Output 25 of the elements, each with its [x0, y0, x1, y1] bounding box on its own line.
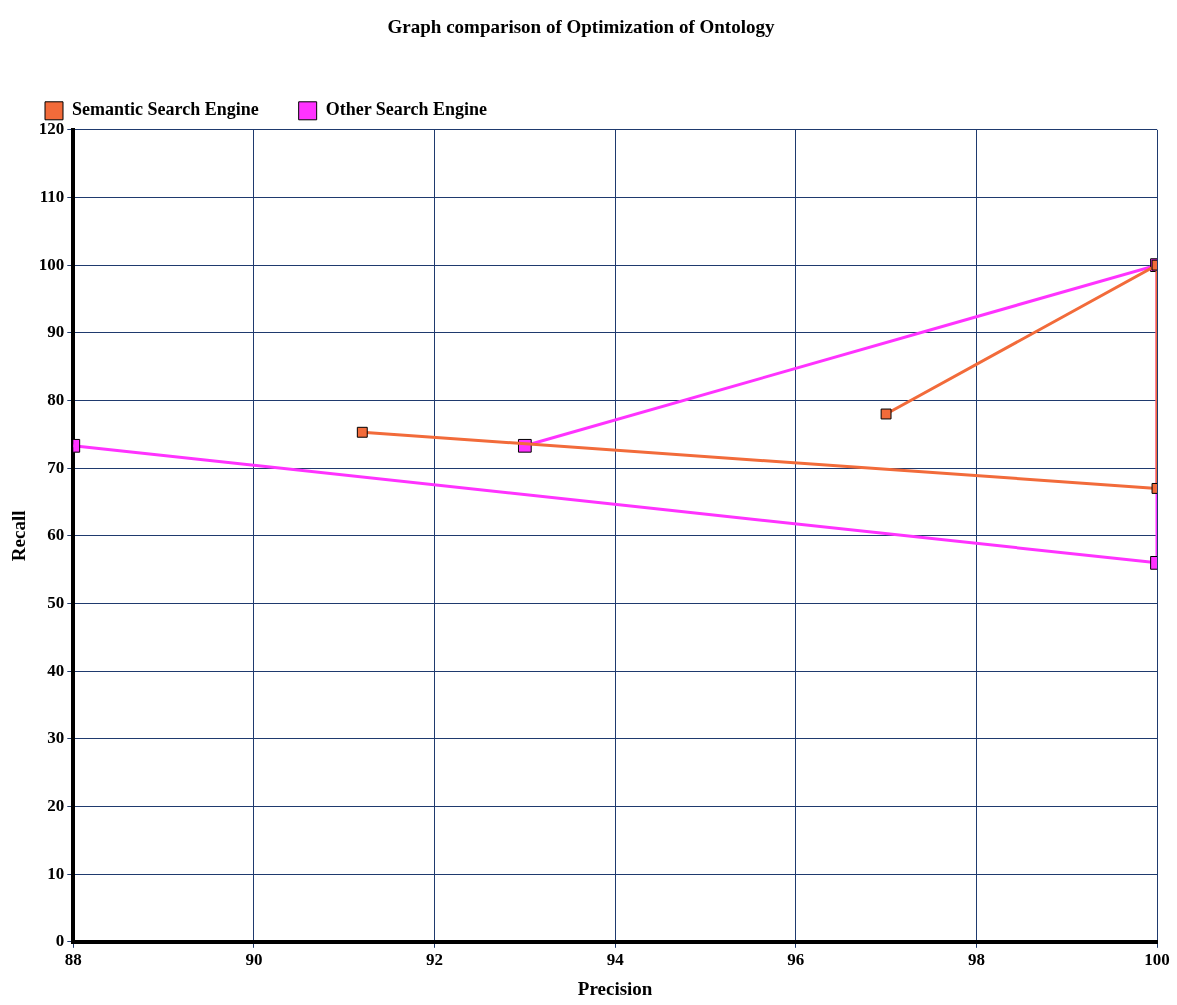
y-tick-label: 10	[47, 863, 65, 883]
x-axis-title: Precision	[577, 977, 653, 999]
chart-title: Graph comparison of Optimization of Ontology	[387, 16, 775, 38]
y-tick-label: 90	[47, 322, 65, 342]
x-tick-label: 90	[245, 950, 263, 970]
y-tick-label: 30	[47, 728, 65, 748]
y-tick-label: 110	[39, 186, 65, 206]
x-tick-label: 100	[1144, 950, 1170, 970]
y-tick-label: 120	[38, 119, 65, 139]
y-tick-label: 40	[47, 660, 65, 680]
y-tick-label: 50	[47, 592, 65, 612]
x-tick-label: 94	[606, 950, 625, 970]
legend-label: Semantic Search Engine	[72, 99, 259, 120]
x-tick-label: 98	[967, 950, 985, 970]
y-tick-label: 0	[55, 931, 65, 951]
x-tick-label: 92	[426, 950, 444, 970]
x-tick-label: 96	[787, 950, 805, 970]
x-tick-label: 88	[64, 950, 82, 970]
legend-label: Other Search Engine	[325, 99, 488, 120]
y-tick-label: 70	[47, 457, 65, 477]
y-tick-label: 100	[38, 254, 65, 274]
y-tick-label: 80	[47, 389, 65, 409]
y-axis-title: Recall	[8, 510, 30, 562]
y-tick-label: 60	[47, 525, 65, 545]
y-tick-label: 20	[47, 795, 65, 815]
